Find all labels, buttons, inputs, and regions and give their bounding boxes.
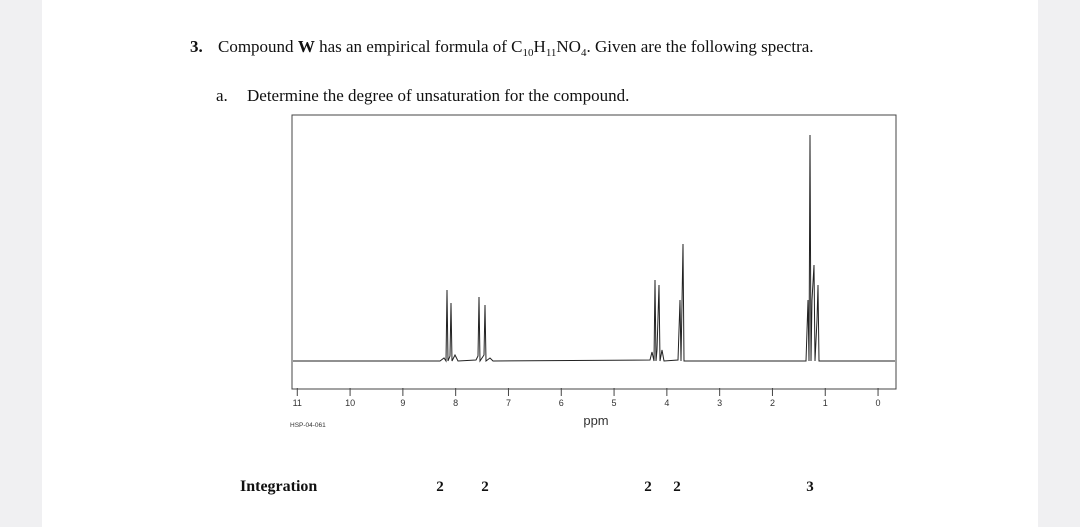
tick-label: 4	[664, 398, 669, 408]
text-part: W	[298, 37, 315, 56]
text-part: has an empirical formula of C	[315, 37, 523, 56]
text-part: 4	[581, 47, 587, 59]
question-text: Compound W has an empirical formula of C…	[218, 37, 814, 59]
text-part: Compound	[218, 37, 298, 56]
text-part: 11	[546, 47, 557, 59]
integration-label: Integration	[240, 478, 317, 495]
tick-label: 3	[717, 398, 722, 408]
integration-value: 2	[436, 479, 444, 495]
integration-value: 2	[644, 479, 652, 495]
x-axis: 11 10 9 8 7 6 5 4 3 2 1 0	[293, 388, 881, 408]
integration-value: 2	[481, 479, 489, 495]
tick-label: 9	[400, 398, 405, 408]
integration-value: 3	[806, 479, 814, 495]
tick-label: 1	[823, 398, 828, 408]
tick-label: 2	[770, 398, 775, 408]
question-number: 3.	[190, 37, 203, 56]
text-part: NO	[556, 37, 581, 56]
paper	[42, 0, 1038, 527]
tick-label: 10	[345, 398, 355, 408]
tick-label: 0	[876, 398, 881, 408]
tick-label: 5	[612, 398, 617, 408]
integration-values: 2 2 2 2 3	[436, 479, 814, 495]
text-part: H	[534, 37, 546, 56]
sample-id: HSP-04-061	[290, 422, 326, 429]
tick-label: 8	[453, 398, 458, 408]
nmr-trace	[293, 134, 895, 363]
part-letter: a.	[216, 86, 228, 105]
integration-value: 2	[673, 479, 681, 495]
tick-label: 11	[293, 398, 302, 408]
spectrum-frame	[291, 114, 897, 390]
text-part: . Given are the following spectra.	[586, 37, 813, 56]
tick-label: 7	[506, 398, 511, 408]
text-part: 10	[523, 47, 535, 59]
x-axis-label: ppm	[583, 413, 608, 428]
part-text: Determine the degree of unsaturation for…	[247, 86, 629, 105]
tick-label: 6	[559, 398, 564, 408]
